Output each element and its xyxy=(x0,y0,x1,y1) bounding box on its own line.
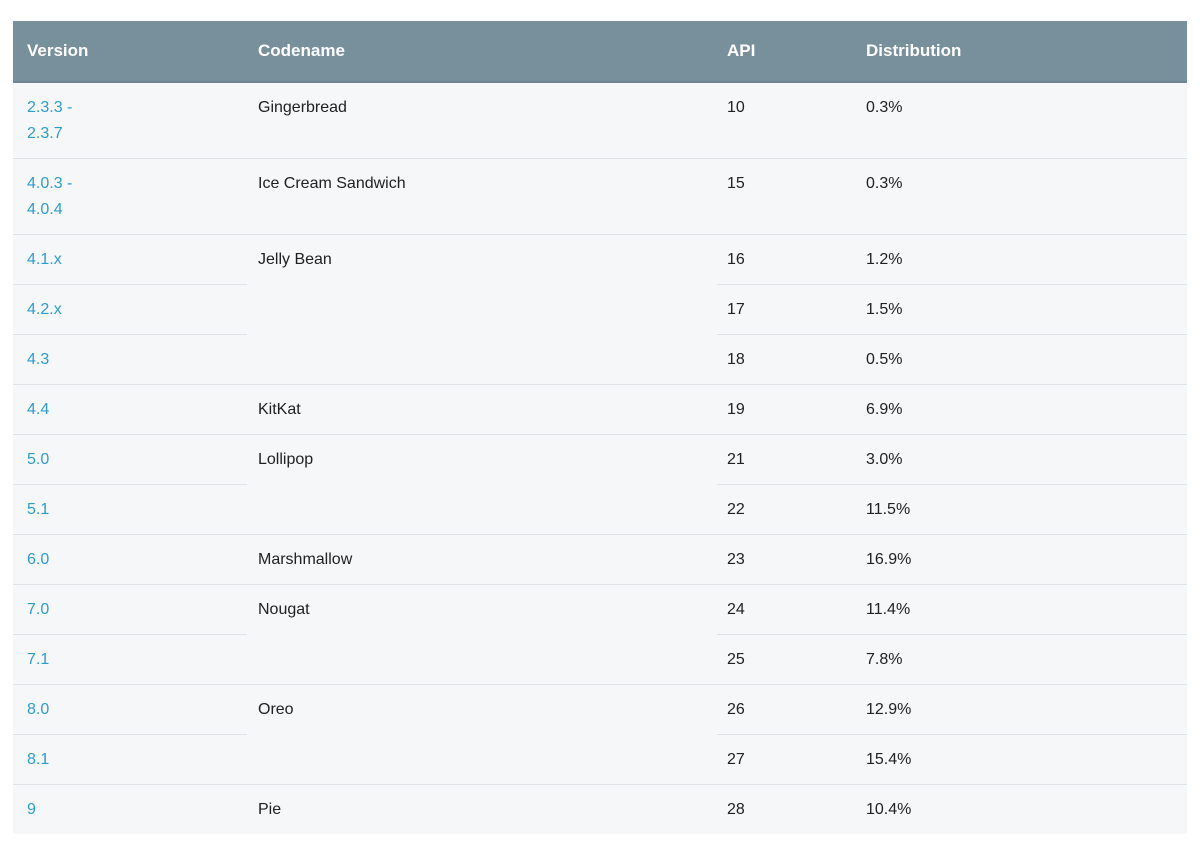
distribution-cell: 15.4% xyxy=(856,734,1187,785)
version-cell: 4.4 xyxy=(13,384,247,435)
api-cell: 15 xyxy=(717,158,856,235)
codename-cell: Nougat xyxy=(247,584,717,685)
distribution-cell: 0.3% xyxy=(856,158,1187,235)
version-cell: 7.0 xyxy=(13,584,247,635)
codename-cell: KitKat xyxy=(247,384,717,435)
table-header: Version Codename API Distribution xyxy=(13,21,1187,83)
header-row: Version Codename API Distribution xyxy=(13,21,1187,83)
version-cell: 5.1 xyxy=(13,484,247,535)
codename-cell: Jelly Bean xyxy=(247,234,717,385)
distribution-cell: 16.9% xyxy=(856,534,1187,585)
version-link[interactable]: 8.1 xyxy=(27,751,50,768)
version-cell: 4.0.3 - 4.0.4 xyxy=(13,158,247,235)
distribution-cell: 6.9% xyxy=(856,384,1187,435)
version-cell: 9 xyxy=(13,784,247,834)
version-link[interactable]: 5.0 xyxy=(27,451,50,468)
distribution-cell: 12.9% xyxy=(856,684,1187,735)
api-cell: 10 xyxy=(717,82,856,159)
table-row-pie: 9 Pie 28 10.4% xyxy=(13,784,1187,834)
column-header-api: API xyxy=(717,21,856,83)
codename-cell: Ice Cream Sandwich xyxy=(247,158,717,235)
api-cell: 24 xyxy=(717,584,856,635)
version-cell: 6.0 xyxy=(13,534,247,585)
table-row-marshmallow: 6.0 Marshmallow 23 16.9% xyxy=(13,534,1187,585)
table-row-lollipop-2: 5.1 22 11.5% xyxy=(13,484,1187,535)
codename-cell: Gingerbread xyxy=(247,82,717,159)
api-cell: 25 xyxy=(717,634,856,685)
version-link[interactable]: 7.0 xyxy=(27,601,50,618)
version-cell: 4.3 xyxy=(13,334,247,385)
distribution-cell: 11.5% xyxy=(856,484,1187,535)
version-link[interactable]: 4.1.x xyxy=(27,251,62,268)
api-cell: 17 xyxy=(717,284,856,335)
version-link[interactable]: 4.2.x xyxy=(27,301,62,318)
table-row-ice-cream-sandwich: 4.0.3 - 4.0.4 Ice Cream Sandwich 15 0.3% xyxy=(13,158,1187,235)
table-row-lollipop-1: 5.0 Lollipop 21 3.0% xyxy=(13,434,1187,535)
version-link[interactable]: 4.0.3 - 4.0.4 xyxy=(27,175,73,218)
api-cell: 16 xyxy=(717,234,856,285)
column-header-version: Version xyxy=(13,21,247,83)
table-row-jelly-bean-2: 4.2.x 17 1.5% xyxy=(13,284,1187,335)
android-version-distribution-table: Version Codename API Distribution 2.3.3 … xyxy=(13,21,1187,834)
table-row-kitkat: 4.4 KitKat 19 6.9% xyxy=(13,384,1187,435)
table-row-nougat-1: 7.0 Nougat 24 11.4% xyxy=(13,584,1187,685)
distribution-cell: 11.4% xyxy=(856,584,1187,635)
table-row-jelly-bean-3: 4.3 18 0.5% xyxy=(13,334,1187,385)
table-row-nougat-2: 7.1 25 7.8% xyxy=(13,634,1187,685)
distribution-cell: 1.5% xyxy=(856,284,1187,335)
api-cell: 21 xyxy=(717,434,856,485)
version-link[interactable]: 7.1 xyxy=(27,651,50,668)
version-cell: 2.3.3 - 2.3.7 xyxy=(13,82,247,159)
codename-cell: Oreo xyxy=(247,684,717,785)
column-header-codename: Codename xyxy=(247,21,717,83)
table-body: 2.3.3 - 2.3.7 Gingerbread 10 0.3% 4.0.3 … xyxy=(13,82,1187,834)
distribution-cell: 10.4% xyxy=(856,784,1187,834)
api-cell: 28 xyxy=(717,784,856,834)
distribution-cell: 3.0% xyxy=(856,434,1187,485)
version-link[interactable]: 4.3 xyxy=(27,351,50,368)
table-row-oreo-1: 8.0 Oreo 26 12.9% xyxy=(13,684,1187,785)
table-row-jelly-bean-1: 4.1.x Jelly Bean 16 1.2% xyxy=(13,234,1187,385)
version-cell: 7.1 xyxy=(13,634,247,685)
version-link[interactable]: 2.3.3 - 2.3.7 xyxy=(27,99,73,142)
version-cell: 8.1 xyxy=(13,734,247,785)
codename-cell: Lollipop xyxy=(247,434,717,535)
api-cell: 23 xyxy=(717,534,856,585)
distribution-cell: 0.3% xyxy=(856,82,1187,159)
api-cell: 22 xyxy=(717,484,856,535)
version-link[interactable]: 6.0 xyxy=(27,551,50,568)
table-row-oreo-2: 8.1 27 15.4% xyxy=(13,734,1187,785)
api-cell: 26 xyxy=(717,684,856,735)
version-cell: 5.0 xyxy=(13,434,247,485)
api-cell: 18 xyxy=(717,334,856,385)
table-row-gingerbread: 2.3.3 - 2.3.7 Gingerbread 10 0.3% xyxy=(13,82,1187,159)
version-link[interactable]: 4.4 xyxy=(27,401,50,418)
api-cell: 27 xyxy=(717,734,856,785)
version-link[interactable]: 8.0 xyxy=(27,701,50,718)
distribution-cell: 1.2% xyxy=(856,234,1187,285)
distribution-cell: 0.5% xyxy=(856,334,1187,385)
codename-cell: Pie xyxy=(247,784,717,834)
version-cell: 4.1.x xyxy=(13,234,247,285)
api-cell: 19 xyxy=(717,384,856,435)
codename-cell: Marshmallow xyxy=(247,534,717,585)
version-link[interactable]: 9 xyxy=(27,801,36,818)
column-header-distribution: Distribution xyxy=(856,21,1187,83)
version-link[interactable]: 5.1 xyxy=(27,501,50,518)
version-cell: 4.2.x xyxy=(13,284,247,335)
distribution-cell: 7.8% xyxy=(856,634,1187,685)
version-cell: 8.0 xyxy=(13,684,247,735)
